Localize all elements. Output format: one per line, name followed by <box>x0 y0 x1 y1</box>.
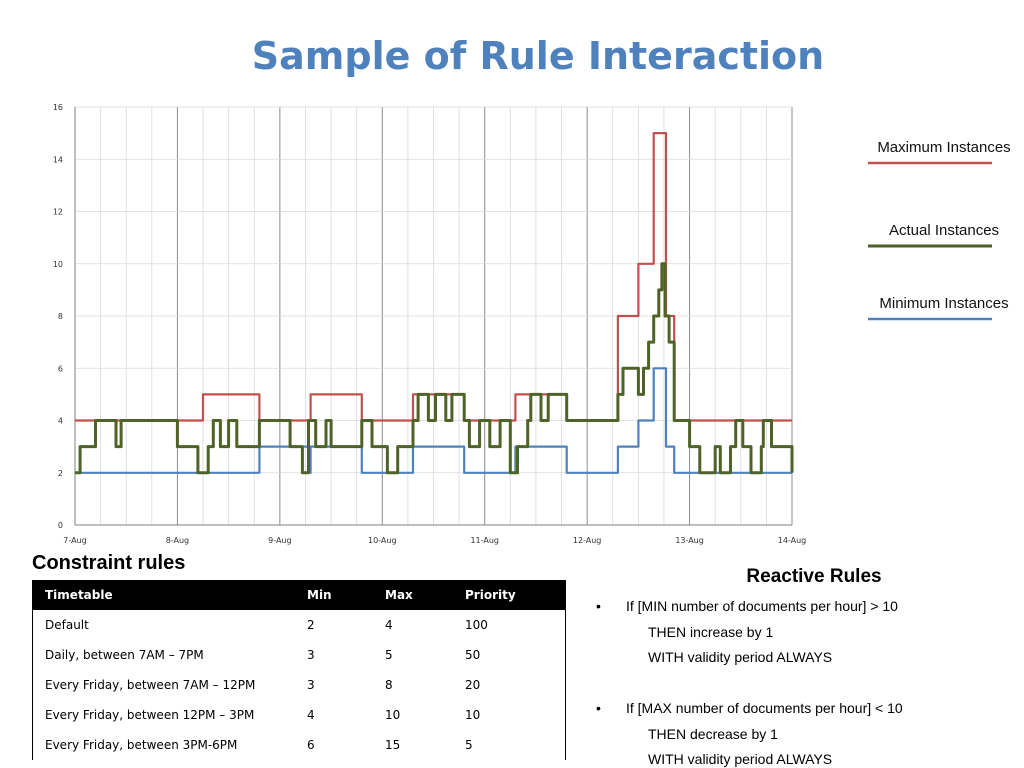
constraint-rules-title: Constraint rules <box>32 552 186 574</box>
bullet-icon: • <box>596 700 601 716</box>
y-tick-label: 6 <box>58 364 63 373</box>
legend-label: Maximum Instances <box>877 139 1010 156</box>
legend-minimum-instances: Minimum Instances <box>868 295 1009 321</box>
legend-maximum-instances: Maximum Instances <box>868 139 1011 165</box>
page-title: Sample of Rule Interaction <box>251 34 825 78</box>
rule-condition: If [MIN number of documents per hour] > … <box>626 598 898 614</box>
rule-condition: If [MAX number of documents per hour] < … <box>626 700 903 716</box>
y-tick-label: 14 <box>53 155 63 164</box>
y-tick-label: 10 <box>53 260 63 269</box>
cell-max: 5 <box>385 648 393 662</box>
legend-label: Actual Instances <box>889 222 999 239</box>
y-tick-label: 2 <box>58 469 63 478</box>
cell-priority: 50 <box>465 648 481 662</box>
cell-min: 2 <box>307 618 315 632</box>
column-header-min: Min <box>295 580 373 610</box>
column-header-timetable: Timetable <box>32 580 295 610</box>
rule-action: THEN decrease by 1 <box>648 726 778 742</box>
y-tick-label: 0 <box>58 521 63 530</box>
cell-max: 8 <box>385 678 393 692</box>
column-header-max: Max <box>373 580 453 610</box>
reactive-rules-title: Reactive Rules <box>746 566 882 587</box>
x-tick-label: 8-Aug <box>166 536 189 545</box>
y-tick-label: 4 <box>58 417 63 426</box>
minimum-instances-line <box>75 367 792 474</box>
chart-axes: 0 2 4 6 8 10 12 14 16 7-Aug 8-Aug 9-Aug 10-Aug 11-Aug… <box>53 103 806 545</box>
table-header-row: Timetable Min Max Priority <box>32 580 566 610</box>
table-row: Daily, between 7AM – 7PM 3 5 50 <box>33 640 566 670</box>
chart-legend: Maximum Instances Actual Instances Minimum… <box>868 139 1011 321</box>
x-tick-label: 9-Aug <box>268 536 291 545</box>
x-tick-label: 13-Aug <box>675 536 704 545</box>
rule-validity: WITH validity period ALWAYS <box>648 751 833 767</box>
cell-priority: 10 <box>465 708 481 722</box>
rule-validity: WITH validity period ALWAYS <box>648 649 833 665</box>
cell-timetable: Default <box>45 618 89 632</box>
y-tick-label: 16 <box>53 103 63 112</box>
y-tick-label: 12 <box>53 208 63 217</box>
cell-priority: 5 <box>465 738 473 752</box>
cell-timetable: Every Friday, between 3PM-6PM <box>45 738 238 752</box>
cell-min: 6 <box>307 738 315 752</box>
cell-min: 3 <box>307 648 315 662</box>
cell-priority: 20 <box>465 678 481 692</box>
y-tick-label: 8 <box>58 312 63 321</box>
legend-actual-instances: Actual Instances <box>868 222 999 248</box>
cell-min: 3 <box>307 678 315 692</box>
cell-timetable: Every Friday, between 12PM – 3PM <box>45 708 255 722</box>
x-tick-label: 10-Aug <box>368 536 397 545</box>
table-row: Default 2 4 100 <box>33 610 566 640</box>
cell-priority: 100 <box>465 618 488 632</box>
cell-timetable: Every Friday, between 7AM – 12PM <box>45 678 256 692</box>
chart-grid <box>74 106 793 526</box>
x-tick-label: 12-Aug <box>573 536 602 545</box>
cell-min: 4 <box>307 708 315 722</box>
legend-label: Minimum Instances <box>879 295 1008 312</box>
cell-max: 15 <box>385 738 401 752</box>
x-tick-label: 7-Aug <box>63 536 86 545</box>
bullet-icon: • <box>596 598 601 614</box>
actual-instances-line <box>75 262 794 475</box>
table-row: Every Friday, between 3PM-6PM 6 15 5 <box>33 730 566 760</box>
constraint-rules-table: Timetable Min Max Priority Default 2 4 1… <box>32 580 566 760</box>
x-tick-label: 11-Aug <box>470 536 499 545</box>
table-row: Every Friday, between 12PM – 3PM 4 10 10 <box>33 700 566 730</box>
x-tick-label: 14-Aug <box>778 536 807 545</box>
cell-max: 10 <box>385 708 401 722</box>
chart-series <box>75 132 794 475</box>
column-header-priority: Priority <box>453 580 566 610</box>
rule-action: THEN increase by 1 <box>648 624 774 640</box>
cell-timetable: Daily, between 7AM – 7PM <box>45 648 204 662</box>
cell-max: 4 <box>385 618 393 632</box>
rule-interaction-chart: 0 2 4 6 8 10 12 14 16 7-Aug 8-Aug 9-Aug 10-Aug 11-Aug… <box>53 103 1011 545</box>
table-row: Every Friday, between 7AM – 12PM 3 8 20 <box>33 670 566 700</box>
